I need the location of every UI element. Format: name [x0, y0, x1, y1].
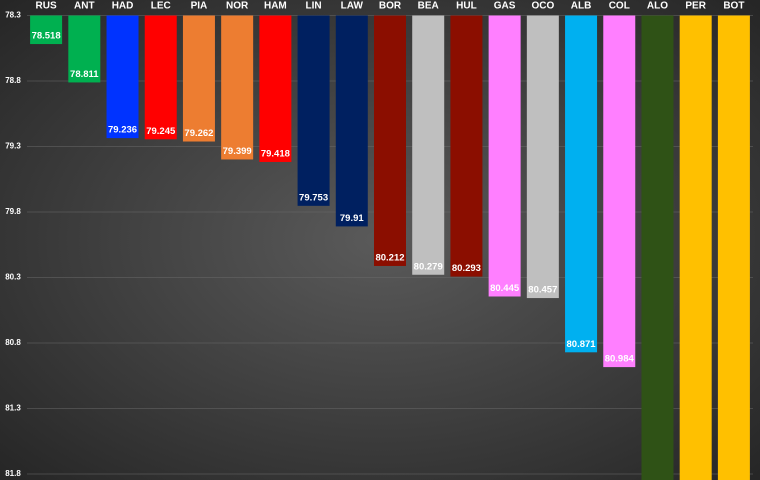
value-label: 80.984: [605, 354, 635, 365]
x-tick-label: LAW: [341, 1, 364, 12]
x-tick-label: BOR: [379, 1, 402, 12]
bar: [182, 15, 215, 142]
value-label: 79.236: [108, 125, 137, 136]
bar: [679, 15, 712, 480]
bar: [335, 15, 368, 227]
value-label: 79.399: [223, 146, 252, 157]
x-tick-label: HAD: [112, 1, 134, 12]
y-tick-label: 81.8: [5, 469, 21, 478]
x-tick-label: ALB: [571, 1, 592, 12]
value-label: 80.871: [567, 339, 597, 350]
x-tick-label: PER: [685, 1, 706, 12]
x-tick-label: ALO: [647, 1, 668, 12]
value-label: 79.262: [184, 128, 213, 139]
value-label: 80.445: [490, 283, 520, 294]
x-tick-label: COL: [609, 1, 630, 12]
y-tick-label: 78.3: [5, 11, 21, 20]
value-label: 80.212: [375, 252, 404, 263]
bar: [565, 15, 598, 353]
bar: [526, 15, 559, 299]
bar: [144, 15, 177, 140]
x-tick-label: ANT: [74, 1, 95, 12]
x-tick-label: BEA: [418, 1, 439, 12]
value-label: 79.753: [299, 192, 328, 203]
x-tick-label: NOR: [226, 1, 249, 12]
value-label: 80.279: [414, 261, 443, 272]
x-tick-label: LIN: [306, 1, 322, 12]
value-label: 78.811: [70, 69, 99, 80]
value-label: 80.293: [452, 263, 481, 274]
x-tick-label: HAM: [264, 1, 287, 12]
y-tick-label: 79.3: [5, 142, 21, 151]
bar: [641, 15, 674, 480]
x-tick-label: LEC: [151, 1, 171, 12]
x-tick-label: HUL: [456, 1, 477, 12]
bar: [297, 15, 330, 206]
x-tick-label: OCO: [531, 1, 554, 12]
bar: [30, 15, 63, 45]
value-label: 79.245: [146, 126, 176, 137]
bar: [488, 15, 521, 297]
bar: [106, 15, 139, 139]
x-tick-label: PIA: [191, 1, 208, 12]
x-tick-label: GAS: [494, 1, 516, 12]
y-tick-label: 78.8: [5, 76, 21, 85]
value-label: 79.91: [340, 213, 364, 224]
y-tick-label: 79.8: [5, 207, 21, 216]
y-tick-label: 80.3: [5, 273, 21, 282]
value-label: 80.457: [528, 285, 557, 296]
value-label: 79.418: [261, 148, 290, 159]
bar: [717, 15, 750, 480]
bar: [603, 15, 636, 368]
bar: [450, 15, 483, 277]
value-label: 78.518: [32, 31, 61, 42]
bar: [221, 15, 254, 160]
bar: [412, 15, 445, 275]
y-tick-label: 81.3: [5, 404, 21, 413]
y-tick-label: 80.8: [5, 338, 21, 347]
bar: [259, 15, 292, 162]
bar: [68, 15, 101, 83]
x-tick-label: BOT: [723, 1, 744, 12]
bar: [374, 15, 406, 266]
x-tick-label: RUS: [36, 1, 57, 12]
